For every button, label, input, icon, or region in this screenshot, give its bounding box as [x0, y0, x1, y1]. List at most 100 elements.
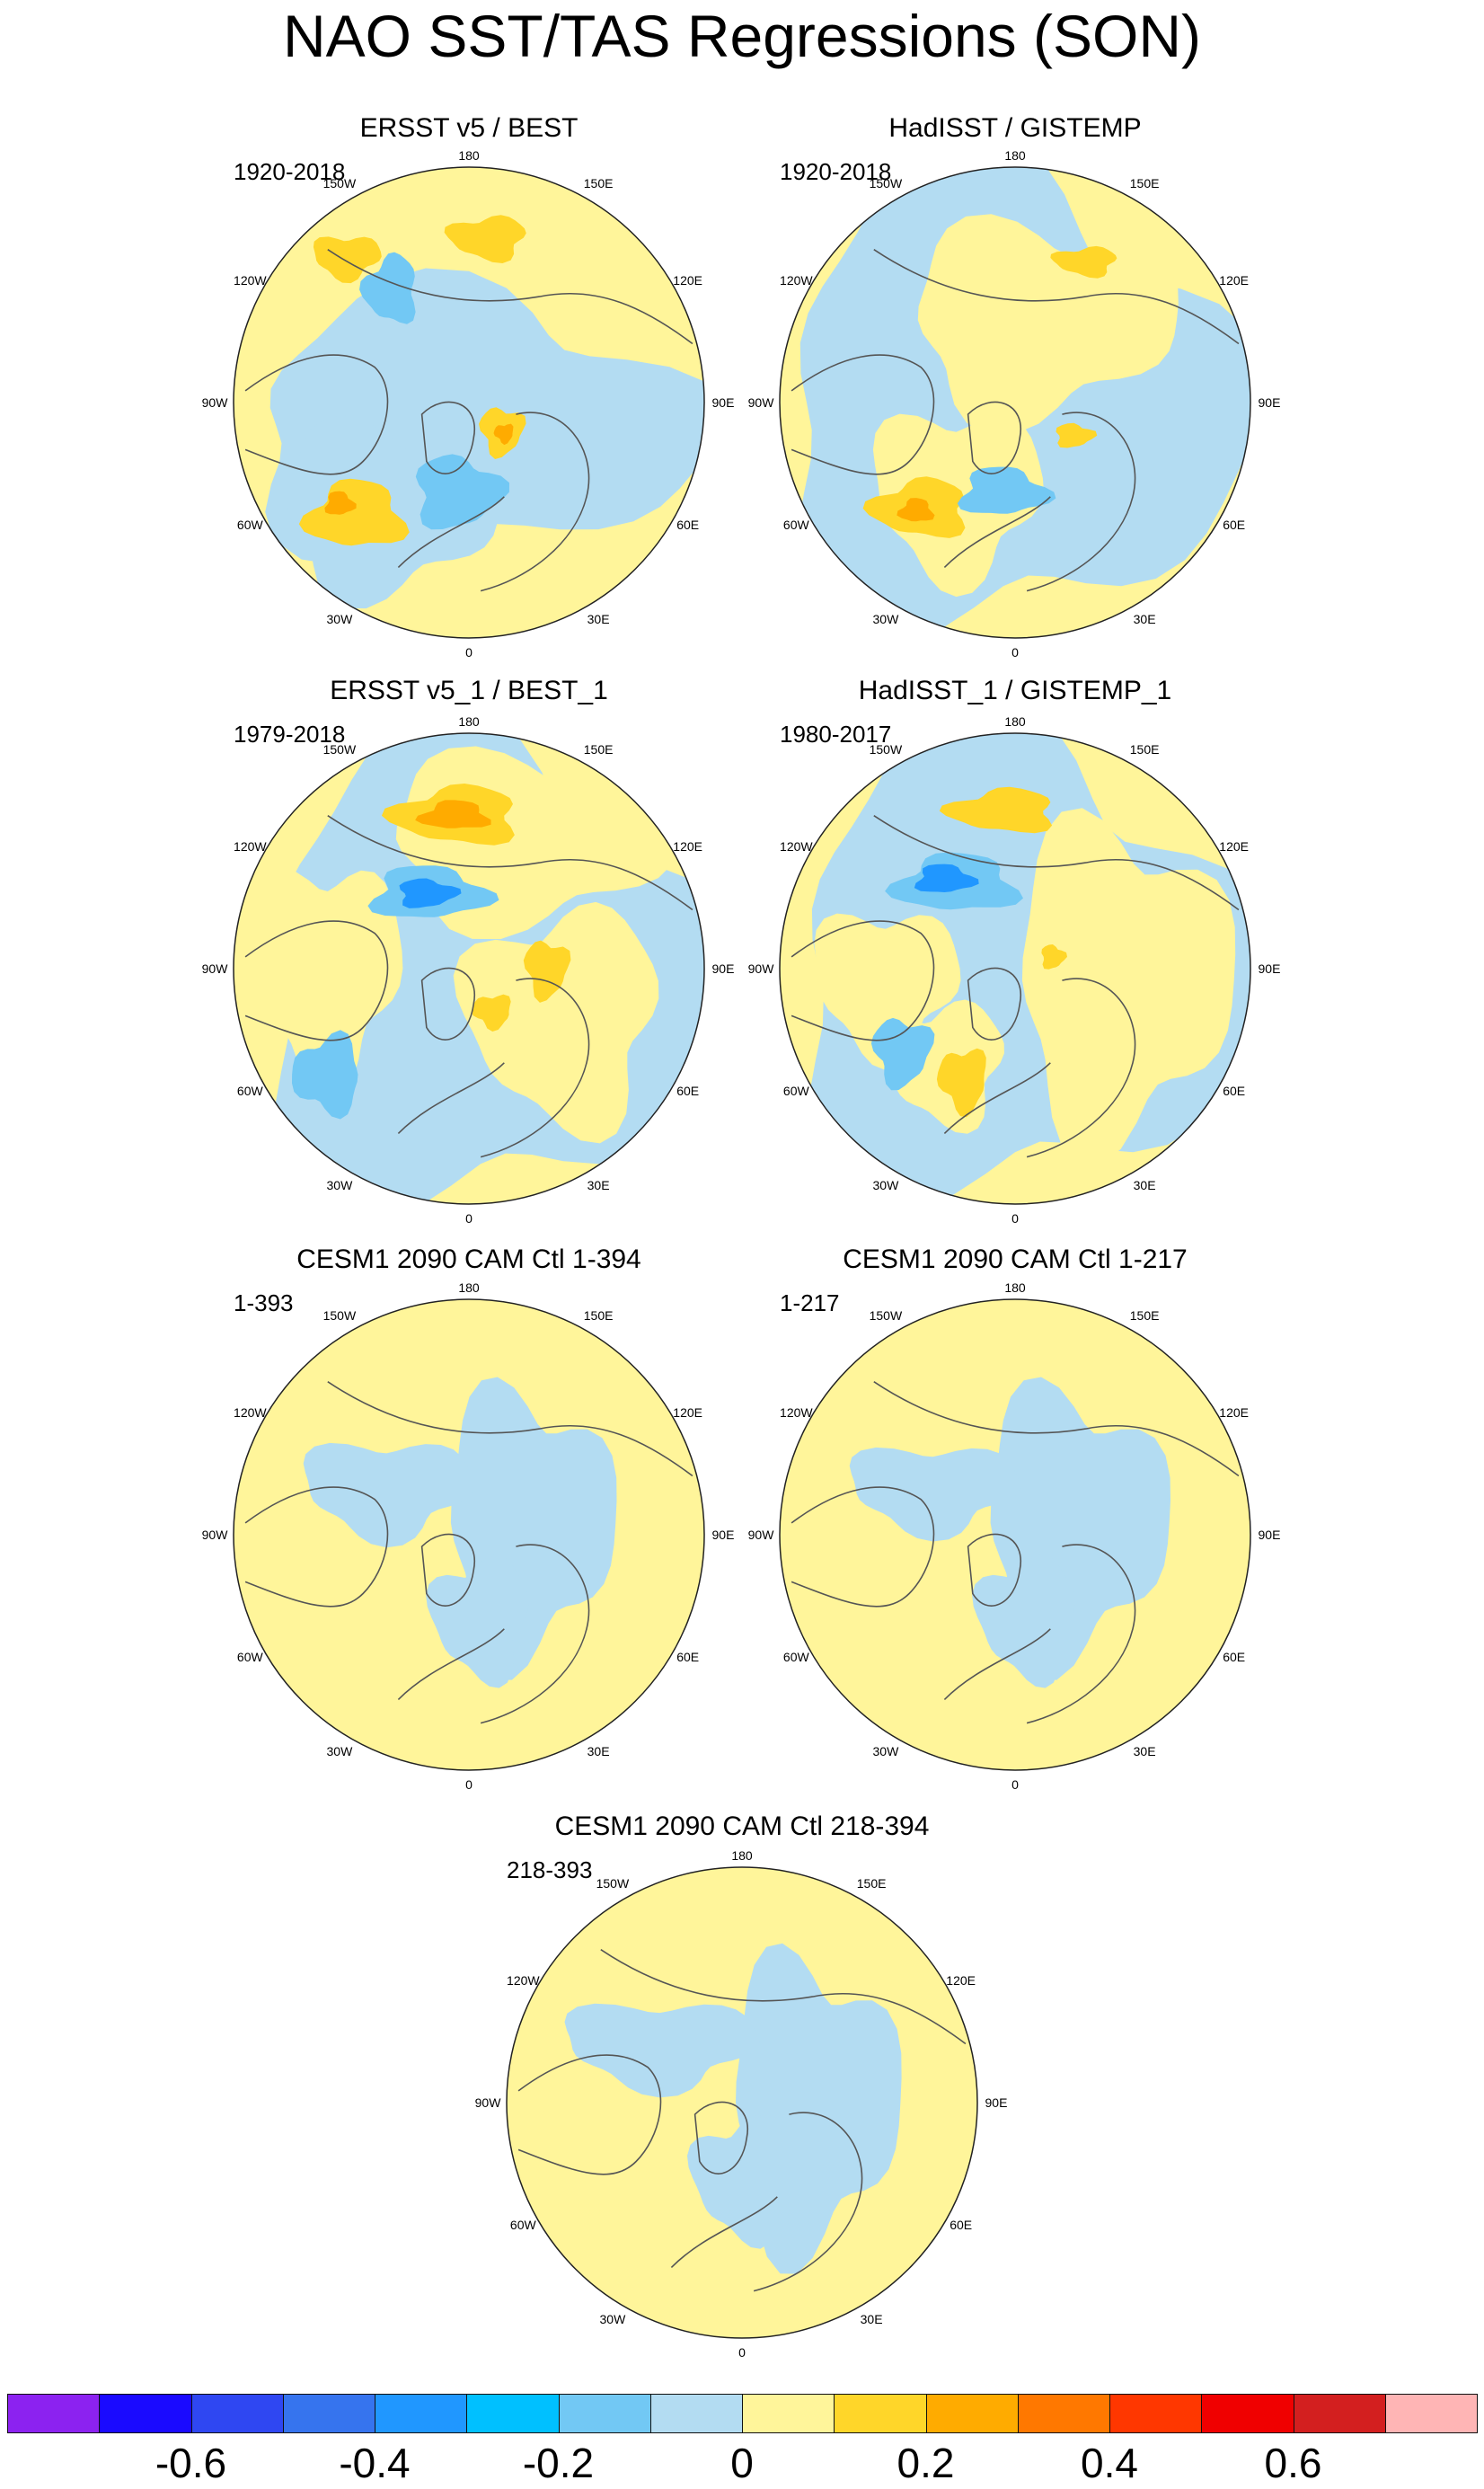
longitude-label: 120W — [234, 838, 267, 854]
longitude-label: 120E — [673, 838, 703, 854]
longitude-label: 120W — [234, 1404, 267, 1420]
longitude-label: 90E — [985, 2095, 1008, 2110]
longitude-label: 90W — [747, 961, 774, 976]
longitude-label: 90E — [1258, 395, 1281, 410]
longitude-label: 180 — [458, 147, 480, 163]
anomaly-patch — [972, 1554, 1075, 1688]
colorbar-box — [7, 2394, 101, 2433]
longitude-label: 120E — [1219, 838, 1250, 854]
coastline — [397, 1062, 505, 1134]
coastline — [244, 920, 389, 1041]
coastline — [943, 1062, 1051, 1134]
longitude-label: 90W — [747, 1528, 774, 1542]
coastline — [943, 1628, 1051, 1700]
longitude-label: 60W — [782, 1650, 809, 1665]
coastline — [943, 496, 1051, 568]
longitude-label: 150W — [869, 176, 903, 191]
polar-map — [779, 1298, 1251, 1771]
coastline — [600, 1949, 967, 2045]
polar-map — [233, 732, 705, 1205]
longitude-label: 0 — [1011, 644, 1019, 660]
coastline — [873, 1381, 1240, 1477]
colorbar-box — [99, 2394, 192, 2433]
longitude-label: 120E — [1219, 272, 1250, 288]
colorbar-box — [1109, 2394, 1203, 2433]
anomaly-patch — [564, 2003, 760, 2098]
coastline — [480, 412, 590, 592]
longitude-label: 0 — [465, 644, 473, 660]
coastline — [397, 1628, 505, 1700]
colorbar-box — [375, 2394, 468, 2433]
longitude-label: 30E — [1133, 612, 1156, 627]
longitude-label: 90W — [201, 1528, 228, 1542]
coastline — [1026, 1544, 1136, 1724]
colorbar — [7, 2394, 1478, 2435]
anomaly-patch — [292, 1030, 358, 1120]
longitude-label: 90W — [474, 2095, 501, 2110]
longitude-label: 90E — [711, 395, 735, 410]
colorbar-tick-label: -0.6 — [155, 2440, 227, 2486]
longitude-label: 120E — [1219, 1404, 1250, 1420]
longitude-label: 30E — [1133, 1744, 1156, 1759]
anomaly-patch — [870, 1017, 935, 1091]
coastline — [327, 815, 693, 911]
colorbar-tick-label: 0 — [730, 2440, 754, 2486]
longitude-label: 180 — [1004, 1280, 1026, 1295]
map-border — [779, 166, 1251, 639]
colorbar-box — [1201, 2394, 1294, 2433]
longitude-label: 150W — [596, 1876, 630, 1891]
longitude-label: 30E — [587, 1178, 610, 1193]
coastline — [480, 1544, 590, 1724]
map-border — [506, 1866, 978, 2339]
longitude-label: 60W — [782, 1084, 809, 1099]
colorbar-tick-label: 0.2 — [897, 2440, 955, 2486]
longitude-label: 90W — [747, 395, 774, 410]
longitude-label: 120W — [234, 272, 267, 288]
anomaly-patch — [687, 2114, 791, 2249]
coastline — [244, 354, 389, 475]
coastline — [327, 249, 693, 345]
polar-map — [779, 166, 1251, 639]
anomaly-patch — [399, 878, 462, 908]
anomaly-patch — [471, 994, 511, 1032]
longitude-label: 60E — [1223, 1084, 1246, 1099]
anomaly-patch — [313, 236, 382, 284]
coastline — [873, 249, 1240, 345]
coastline — [420, 401, 476, 474]
longitude-label: 120E — [673, 272, 703, 288]
coastline — [480, 978, 590, 1158]
longitude-label: 60W — [236, 518, 263, 533]
longitude-label: 60E — [676, 1650, 700, 1665]
polar-map — [233, 1298, 705, 1771]
panel-period: 1980-2017 — [780, 721, 892, 748]
longitude-label: 150E — [1129, 176, 1160, 191]
coastline — [791, 1486, 935, 1608]
anomaly-patch — [453, 901, 659, 1144]
coastline — [791, 920, 935, 1041]
longitude-label: 120E — [946, 1972, 976, 1988]
coastline — [967, 967, 1022, 1041]
panel-title: CESM1 2090 CAM Ctl 218-394 — [554, 1811, 930, 1841]
anomaly-patch — [1050, 245, 1117, 279]
coastline — [873, 815, 1240, 911]
longitude-label: 30E — [1133, 1178, 1156, 1193]
coastline — [1026, 412, 1136, 592]
longitude-label: 180 — [458, 713, 480, 729]
anomaly-patch — [1041, 944, 1067, 970]
colorbar-tick-label: -0.4 — [339, 2440, 411, 2486]
coastline — [791, 354, 935, 475]
map-border — [233, 166, 705, 639]
figure-title: NAO SST/TAS Regressions (SON) — [282, 3, 1201, 69]
coastline — [517, 2054, 662, 2175]
longitude-label: 90E — [711, 961, 735, 976]
longitude-label: 60W — [236, 1084, 263, 1099]
panel-period: 1920-2018 — [780, 158, 892, 185]
longitude-label: 30E — [860, 2312, 883, 2327]
panel-period: 1920-2018 — [234, 158, 346, 185]
polar-map — [233, 166, 705, 639]
polar-map — [506, 1866, 978, 2339]
panel-period: 1-217 — [780, 1289, 840, 1316]
anomaly-patch — [917, 214, 1179, 435]
longitude-label: 0 — [1011, 1776, 1019, 1792]
anomaly-patch — [936, 1048, 986, 1118]
